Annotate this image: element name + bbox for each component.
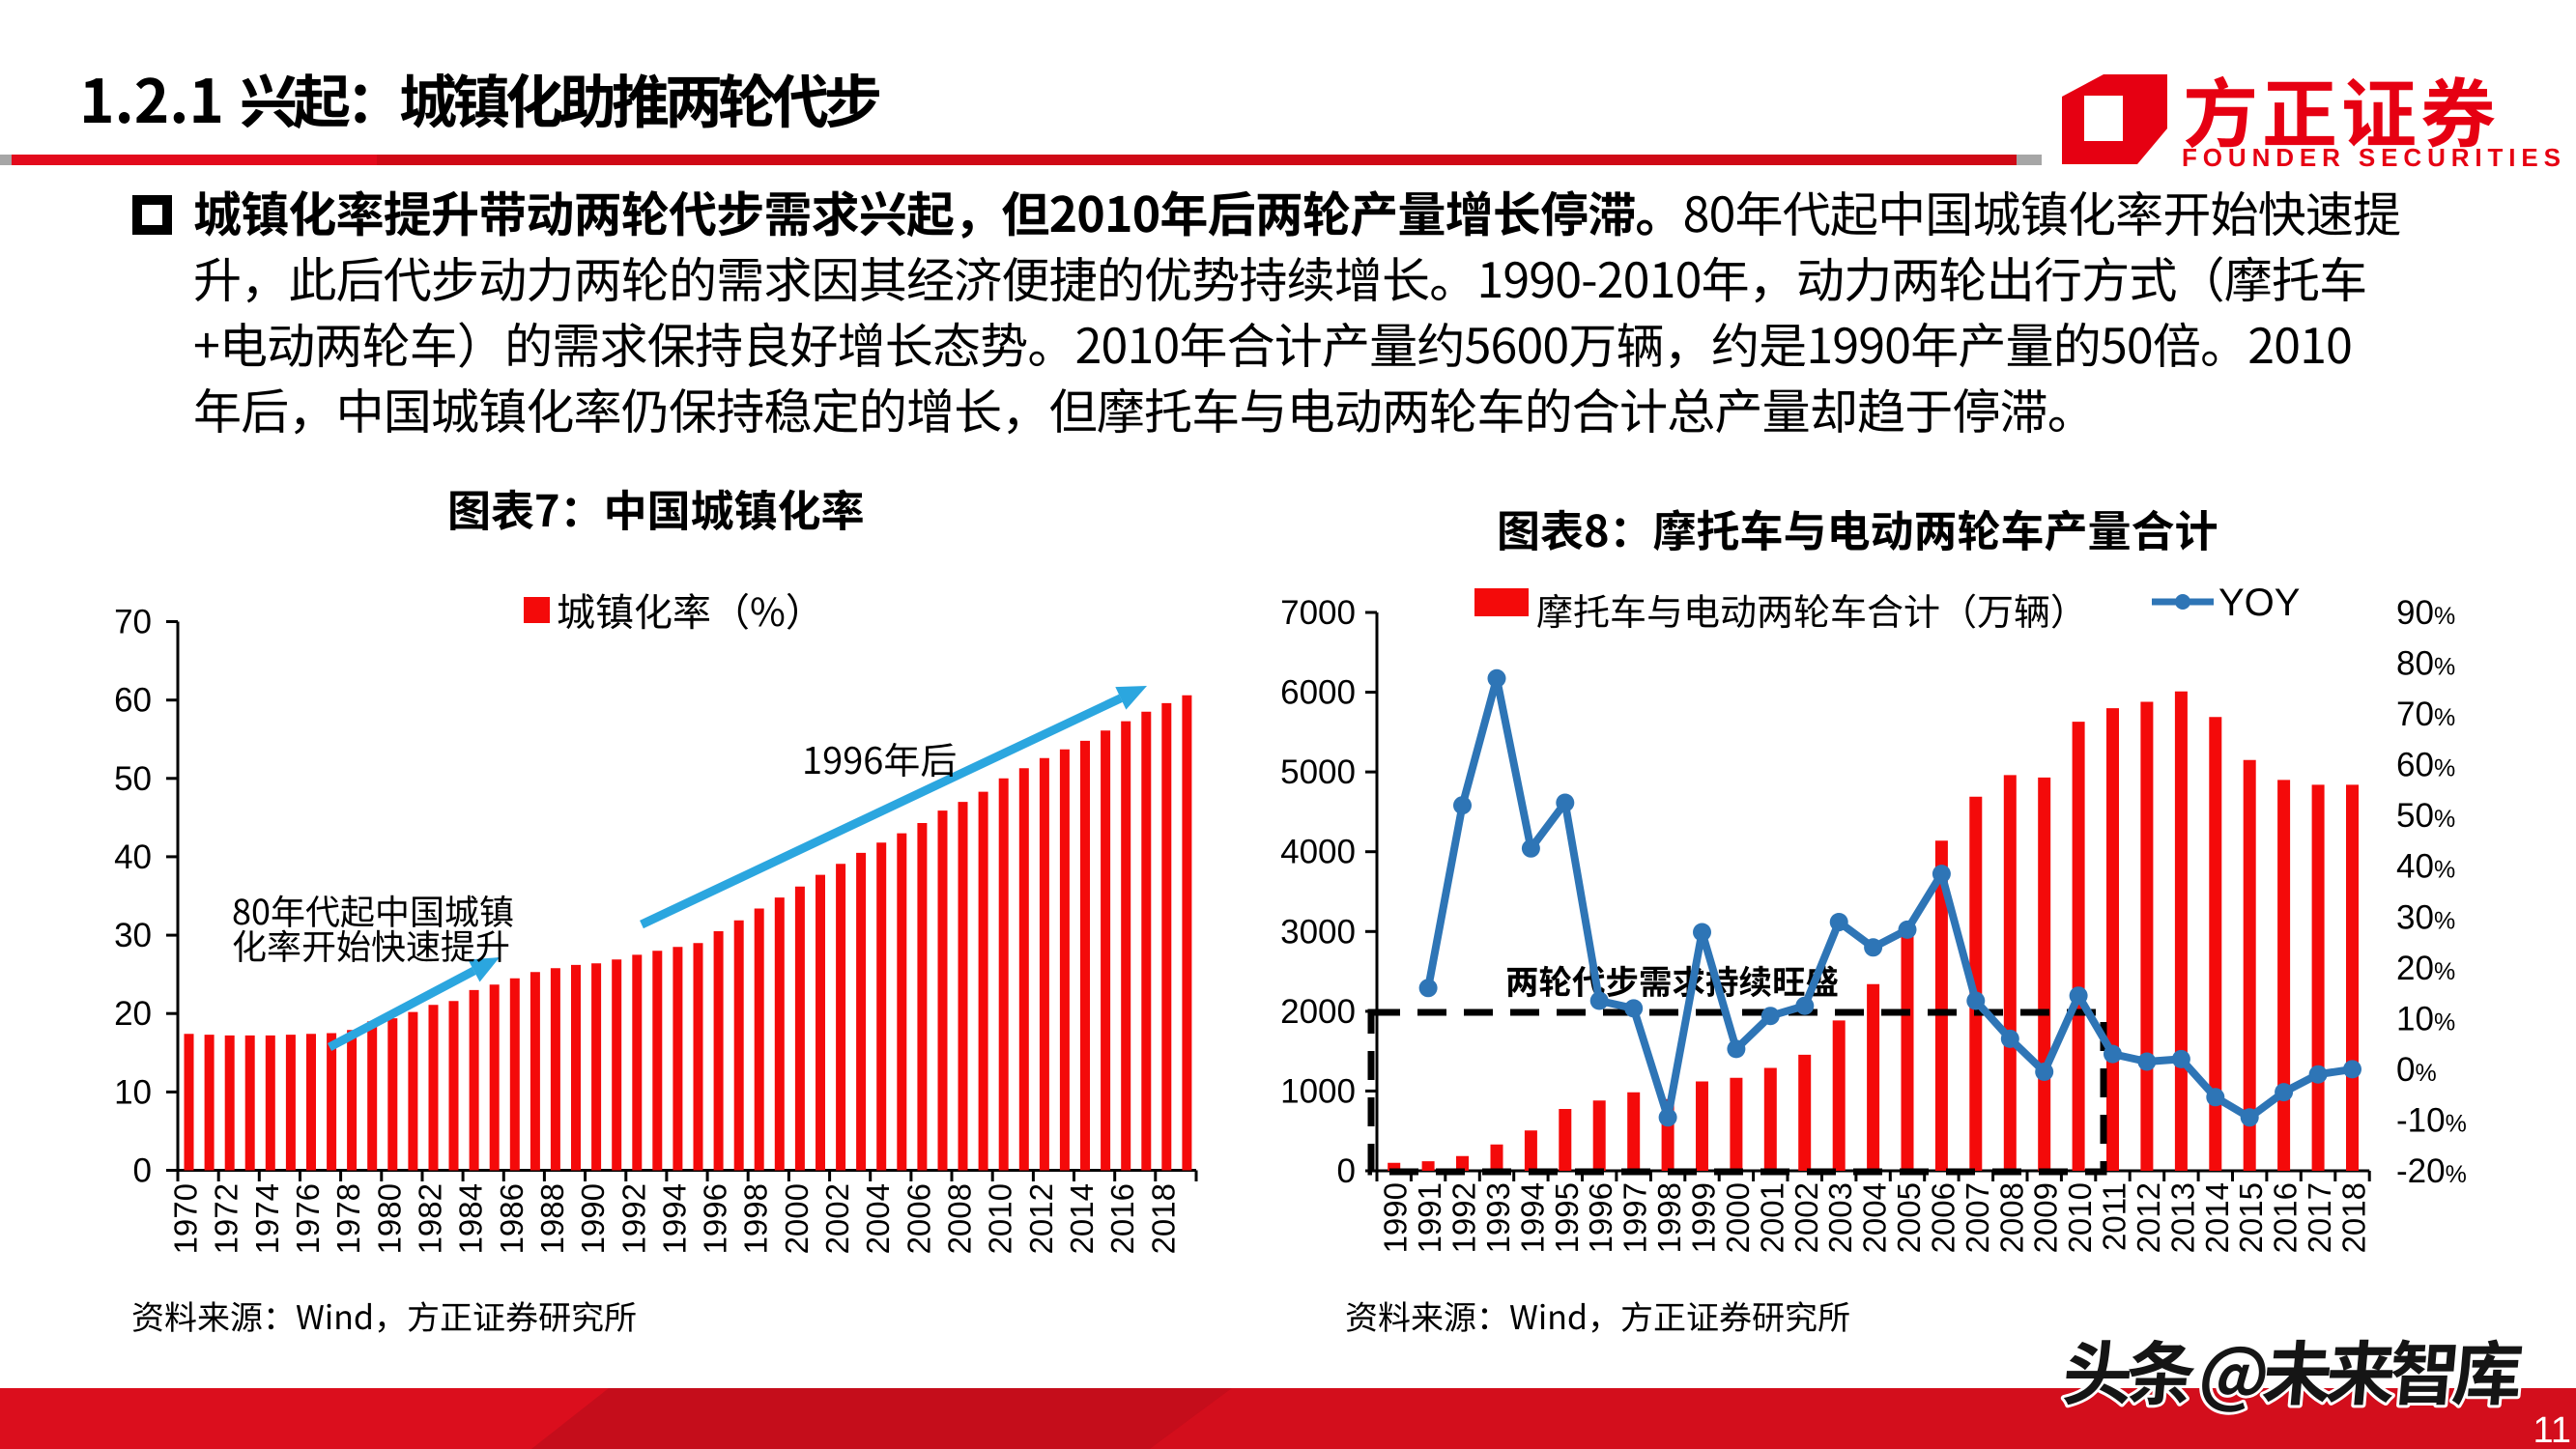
svg-text:2016: 2016 — [1104, 1183, 1140, 1254]
svg-text:1980: 1980 — [371, 1183, 407, 1254]
svg-text:1000: 1000 — [1280, 1072, 1356, 1110]
svg-text:2001: 2001 — [1754, 1182, 1789, 1253]
svg-text:1986: 1986 — [494, 1183, 530, 1254]
svg-text:1974: 1974 — [249, 1183, 285, 1254]
svg-text:50%: 50% — [2396, 797, 2455, 835]
svg-text:2007: 2007 — [1960, 1182, 1995, 1253]
svg-text:60%: 60% — [2396, 747, 2455, 784]
svg-text:4000: 4000 — [1280, 834, 1356, 871]
svg-text:2018: 2018 — [2336, 1182, 2372, 1253]
svg-text:1972: 1972 — [209, 1183, 244, 1254]
svg-text:40%: 40% — [2396, 848, 2455, 886]
svg-text:2004: 2004 — [1857, 1182, 1893, 1253]
svg-text:2013: 2013 — [2164, 1182, 2200, 1253]
svg-text:2000: 2000 — [1720, 1182, 1756, 1253]
svg-text:2005: 2005 — [1891, 1182, 1927, 1253]
svg-text:90%: 90% — [2396, 594, 2455, 632]
svg-text:5000: 5000 — [1280, 753, 1356, 791]
svg-text:1990: 1990 — [1378, 1182, 1414, 1253]
svg-text:70: 70 — [114, 604, 152, 641]
svg-text:3000: 3000 — [1280, 913, 1356, 951]
svg-text:30%: 30% — [2396, 898, 2455, 936]
svg-text:2004: 2004 — [860, 1183, 896, 1254]
svg-text:2010: 2010 — [2062, 1182, 2098, 1253]
svg-text:1976: 1976 — [290, 1183, 326, 1254]
svg-text:11: 11 — [2533, 1410, 2571, 1449]
svg-text:1998: 1998 — [1651, 1182, 1687, 1253]
svg-text:2006: 2006 — [1925, 1182, 1961, 1253]
svg-text:1996: 1996 — [1583, 1182, 1618, 1253]
svg-text:2000: 2000 — [779, 1183, 815, 1254]
svg-text:1992: 1992 — [615, 1183, 651, 1254]
svg-text:80%: 80% — [2396, 645, 2455, 683]
svg-text:2014: 2014 — [1064, 1183, 1100, 1254]
svg-text:0: 0 — [133, 1152, 152, 1190]
svg-text:2015: 2015 — [2233, 1182, 2269, 1253]
svg-text:2014: 2014 — [2199, 1182, 2235, 1253]
svg-text:1999: 1999 — [1686, 1182, 1722, 1253]
svg-text:FOUNDER SECURITIES: FOUNDER SECURITIES — [2182, 143, 2561, 172]
svg-text:1970: 1970 — [168, 1183, 204, 1254]
svg-text:60: 60 — [114, 682, 152, 720]
svg-text:0: 0 — [1337, 1152, 1356, 1190]
svg-text:50: 50 — [114, 760, 152, 798]
svg-text:1998: 1998 — [738, 1183, 774, 1254]
svg-text:1984: 1984 — [453, 1183, 489, 1254]
svg-text:YOY: YOY — [2218, 582, 2300, 624]
svg-text:2008: 2008 — [942, 1183, 978, 1254]
svg-text:2012: 2012 — [1023, 1183, 1059, 1254]
svg-text:30: 30 — [114, 917, 152, 954]
svg-text:1994: 1994 — [656, 1183, 692, 1254]
svg-text:2002: 2002 — [1789, 1182, 1824, 1253]
svg-text:1991: 1991 — [1412, 1182, 1447, 1253]
svg-text:2003: 2003 — [1822, 1182, 1858, 1253]
svg-text:2017: 2017 — [2302, 1182, 2337, 1253]
svg-text:2011: 2011 — [2097, 1182, 2132, 1251]
svg-text:7000: 7000 — [1280, 594, 1356, 632]
svg-text:2018: 2018 — [1145, 1183, 1181, 1254]
svg-text:1982: 1982 — [413, 1183, 448, 1254]
svg-text:1994: 1994 — [1514, 1182, 1550, 1253]
svg-text:1992: 1992 — [1446, 1182, 1482, 1253]
svg-text:10: 10 — [114, 1073, 152, 1111]
svg-text:6000: 6000 — [1280, 674, 1356, 712]
svg-text:40: 40 — [114, 838, 152, 876]
svg-text:-20%: -20% — [2396, 1152, 2467, 1190]
svg-text:2012: 2012 — [2131, 1182, 2166, 1253]
svg-text:10%: 10% — [2396, 1000, 2455, 1037]
svg-text:1978: 1978 — [330, 1183, 366, 1254]
svg-text:1995: 1995 — [1549, 1182, 1585, 1253]
svg-text:2016: 2016 — [2268, 1182, 2304, 1253]
svg-text:2002: 2002 — [819, 1183, 855, 1254]
svg-text:1996: 1996 — [698, 1183, 733, 1254]
svg-text:70%: 70% — [2396, 696, 2455, 733]
svg-text:20: 20 — [114, 995, 152, 1033]
svg-text:2000: 2000 — [1280, 993, 1356, 1031]
svg-text:2008: 2008 — [1993, 1182, 2029, 1253]
svg-text:1990: 1990 — [575, 1183, 611, 1254]
svg-text:2006: 2006 — [901, 1183, 936, 1254]
svg-text:2009: 2009 — [2028, 1182, 2064, 1253]
svg-text:-10%: -10% — [2396, 1102, 2467, 1140]
svg-text:1997: 1997 — [1617, 1182, 1653, 1253]
svg-text:2010: 2010 — [983, 1183, 1018, 1254]
svg-text:0%: 0% — [2396, 1051, 2437, 1089]
svg-text:1988: 1988 — [534, 1183, 570, 1254]
svg-text:1993: 1993 — [1480, 1182, 1516, 1253]
svg-text:20%: 20% — [2396, 950, 2455, 987]
